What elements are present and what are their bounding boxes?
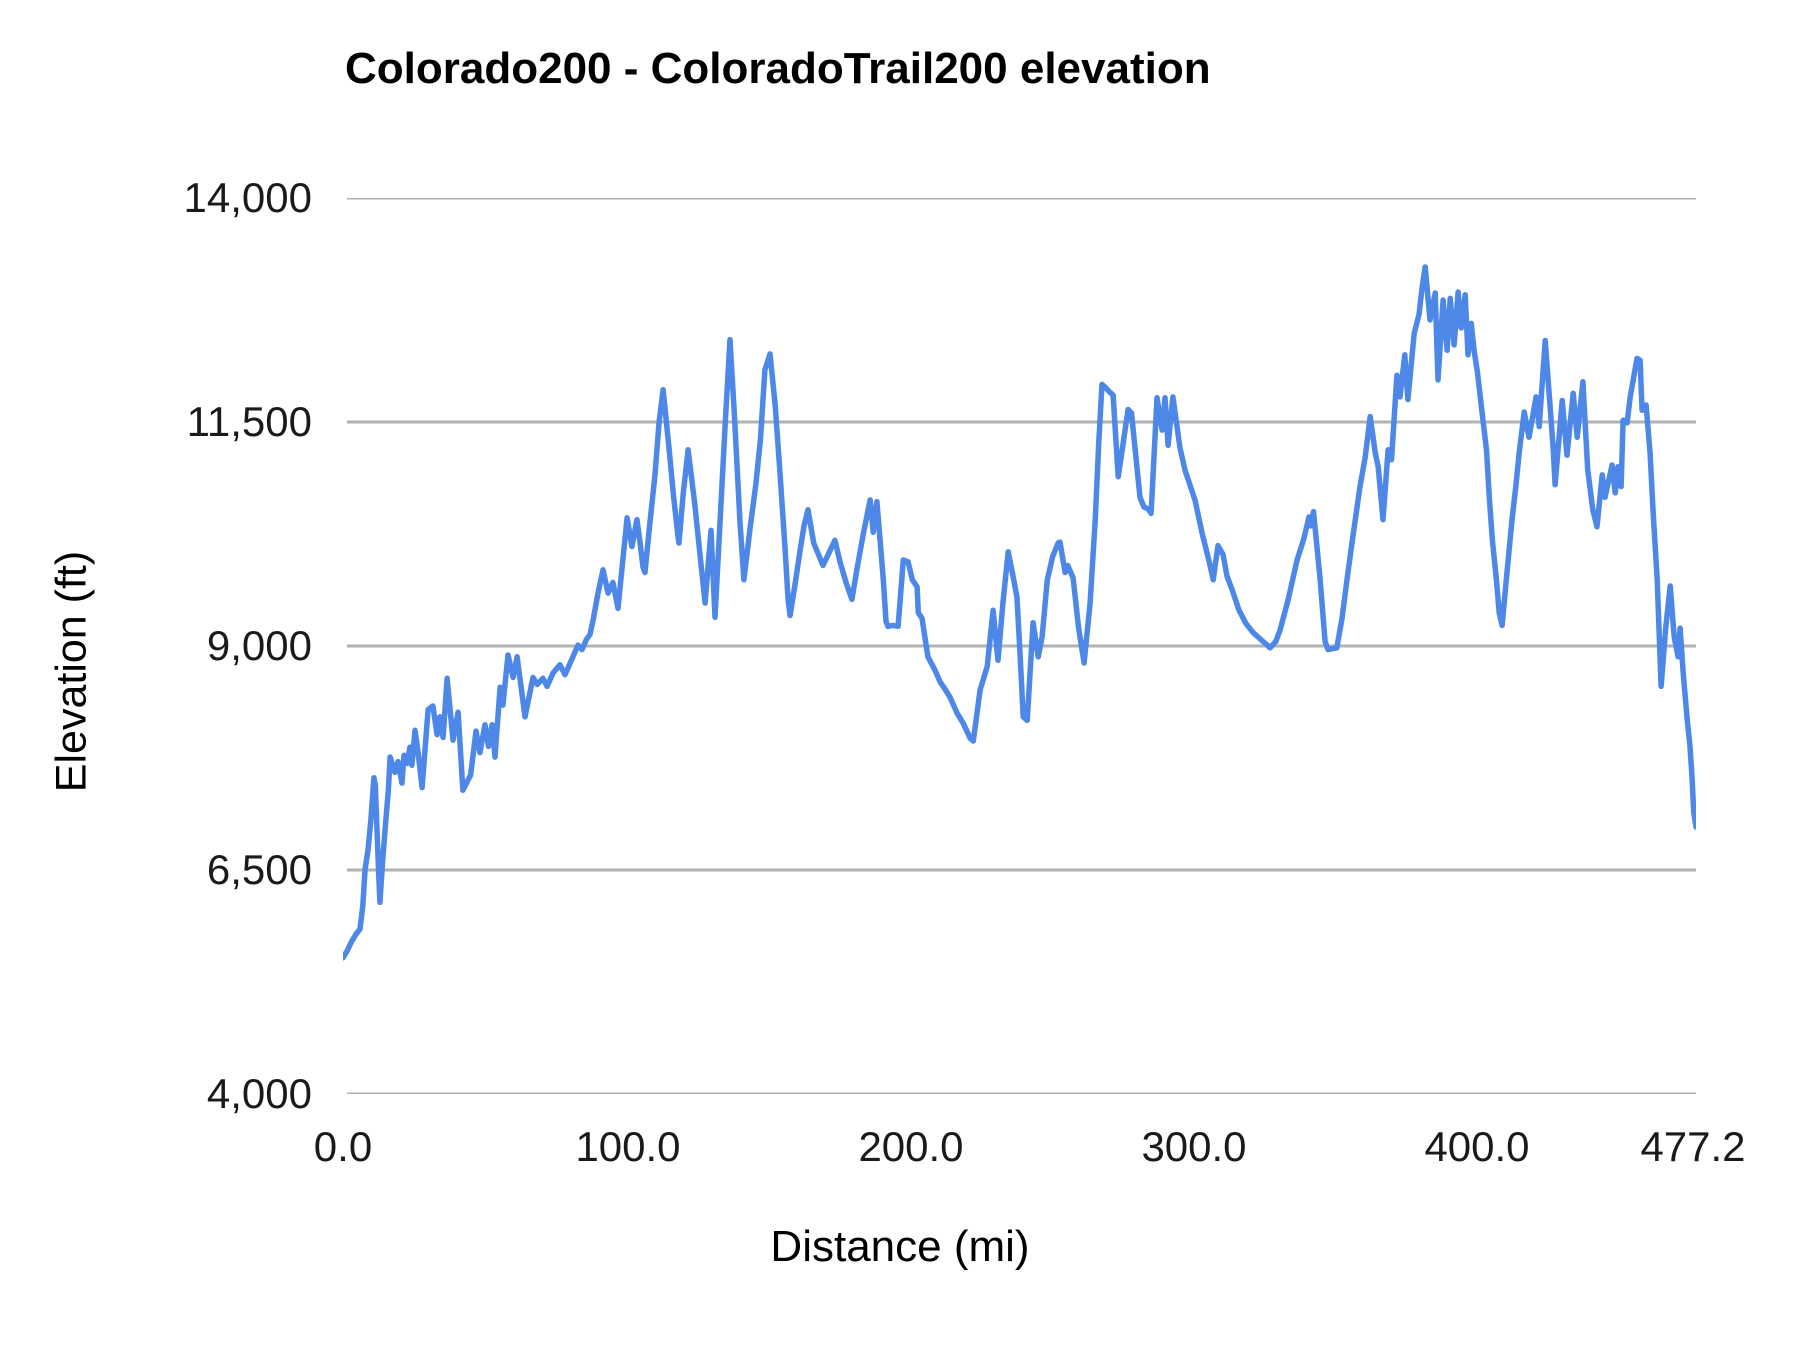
chart-title: Colorado200 - ColoradoTrail200 elevation bbox=[345, 44, 1211, 93]
x-tick-400: 400.0 bbox=[1424, 1123, 1530, 1170]
y-tick-14000: 14,000 bbox=[183, 174, 312, 221]
x-tick-200: 200.0 bbox=[858, 1123, 964, 1170]
x-tick-0: 0.0 bbox=[313, 1123, 373, 1170]
x-tick-300: 300.0 bbox=[1141, 1123, 1247, 1170]
y-tick-9000: 9,000 bbox=[206, 622, 312, 669]
y-tick-11500: 11,500 bbox=[186, 398, 312, 445]
elevation-series-line bbox=[343, 264, 1696, 961]
elevation-line-chart bbox=[343, 198, 1696, 1094]
y-tick-6500: 6,500 bbox=[206, 846, 312, 893]
x-tick-477: 477.2 bbox=[1640, 1123, 1746, 1170]
x-tick-100: 100.0 bbox=[575, 1123, 681, 1170]
x-axis-title: Distance (mi) bbox=[770, 1222, 1030, 1271]
y-tick-4000: 4,000 bbox=[206, 1070, 312, 1117]
